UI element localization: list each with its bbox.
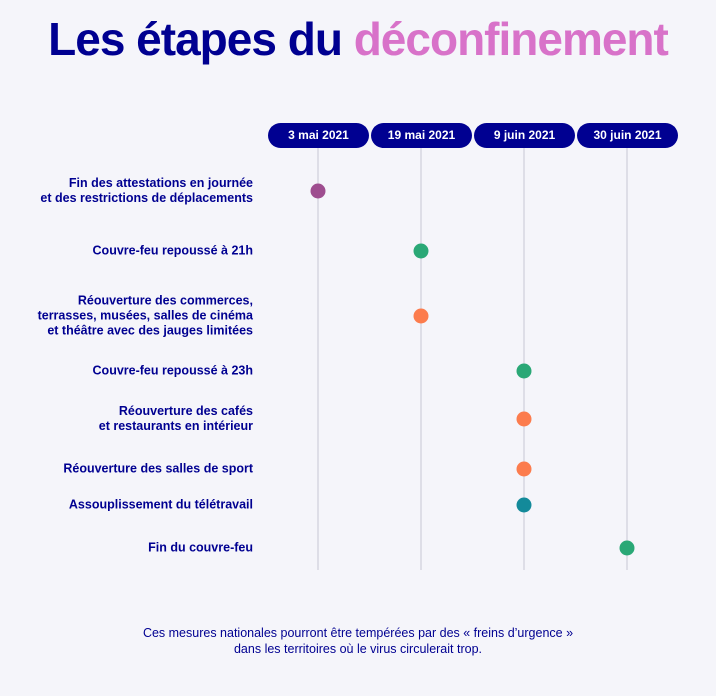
event-label-1: Couvre-feu repoussé à 21h (0, 244, 253, 259)
event-dot-5 (516, 461, 532, 477)
event-dot-6 (516, 497, 532, 513)
title-part-2: déconfinement (353, 13, 669, 65)
event-label-line: Réouverture des salles de sport (63, 461, 253, 476)
event-label-line: et des restrictions de déplacements (40, 191, 253, 205)
event-label-line: Couvre-feu repoussé à 23h (92, 363, 253, 378)
event-label-2: Réouverture des commerces, terrasses, mus… (0, 294, 253, 339)
event-label-5: Réouverture des salles de sport (0, 462, 253, 477)
event-dot-3 (516, 363, 532, 379)
event-label-7: Fin du couvre-feu (0, 541, 253, 556)
event-label-line: Assouplissement du télétravail (68, 497, 253, 512)
event-dot-1 (413, 243, 429, 259)
date-pill-1: 19 mai 2021 (371, 123, 472, 148)
date-pill-2: 9 juin 2021 (474, 123, 575, 148)
event-dot-0 (310, 183, 326, 199)
event-dot-7 (619, 540, 635, 556)
event-label-line: Fin des attestations en journée (68, 176, 253, 190)
event-label-0: Fin des attestations en journée et des re… (0, 176, 253, 206)
event-label-line: Réouverture des cafés (118, 404, 253, 418)
footnote-line-1: Ces mesures nationales pourront être tem… (142, 626, 574, 640)
event-label-line: terrasses, musées, salles de cinéma (37, 308, 253, 323)
event-label-line: Couvre-feu repoussé à 21h (92, 243, 253, 258)
event-label-line: Réouverture des commerces, (77, 293, 253, 308)
event-dot-2 (413, 308, 429, 324)
event-dot-4 (516, 411, 532, 427)
event-label-line: et théâtre avec des jauges limitées (47, 323, 253, 338)
event-label-line: Fin du couvre-feu (148, 540, 253, 555)
event-label-6: Assouplissement du télétravail (0, 498, 253, 513)
event-label-3: Couvre-feu repoussé à 23h (0, 364, 253, 379)
event-label-line: et restaurants en intérieur (98, 419, 253, 433)
footnote-line-2: dans les territoires où le virus circule… (233, 642, 482, 656)
event-label-4: Réouverture des cafés et restaurants en i… (0, 404, 253, 434)
title-part-1: Les étapes du (48, 13, 343, 65)
footnote: Ces mesures nationales pourront être tem… (0, 625, 716, 657)
page-title: Les étapes du déconfinement (0, 12, 716, 66)
date-pill-0: 3 mai 2021 (268, 123, 369, 148)
date-pill-3: 30 juin 2021 (577, 123, 678, 148)
